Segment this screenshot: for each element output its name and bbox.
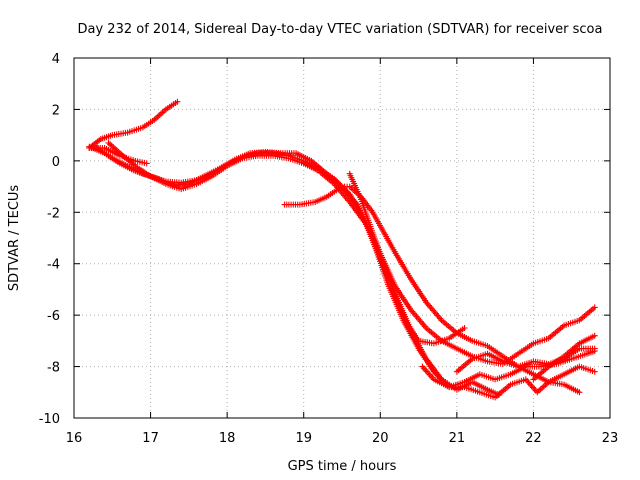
x-tick-label: 18 <box>219 431 236 446</box>
x-tick-label: 19 <box>295 431 312 446</box>
grid-layer <box>74 58 610 418</box>
x-tick-label: 23 <box>602 431 619 446</box>
series-markers <box>419 363 598 401</box>
series-track-1 <box>86 98 181 151</box>
x-tick-label: 22 <box>525 431 542 446</box>
series-markers <box>530 332 598 383</box>
series-layer <box>86 98 598 401</box>
chart-title: Day 232 of 2014, Sidereal Day-to-day VTE… <box>78 22 603 37</box>
y-tick-label: -8 <box>47 361 60 376</box>
y-tick-label: -6 <box>47 309 60 324</box>
y-tick-label: 4 <box>52 52 60 67</box>
y-tick-label: -4 <box>47 258 60 273</box>
series-track-8 <box>419 363 598 401</box>
series-markers <box>346 170 468 347</box>
x-tick-label: 17 <box>142 431 159 446</box>
series-line <box>96 147 500 396</box>
series-track-10 <box>530 332 598 383</box>
x-axis-label: GPS time / hours <box>288 459 397 474</box>
y-tick-label: 2 <box>52 103 60 118</box>
series-markers <box>94 145 502 398</box>
y-tick-label: 0 <box>52 155 60 170</box>
series-markers <box>86 98 181 151</box>
x-tick-label: 21 <box>449 431 466 446</box>
y-axis-label: SDTVAR / TECUs <box>7 185 22 292</box>
y-tick-label: -10 <box>39 412 60 427</box>
series-track-7 <box>346 170 468 347</box>
x-tick-label: 20 <box>372 431 389 446</box>
series-track-4 <box>94 145 502 398</box>
y-tick-label: -2 <box>47 206 60 221</box>
x-tick-label: 16 <box>66 431 83 446</box>
plot-frame <box>73 57 611 419</box>
